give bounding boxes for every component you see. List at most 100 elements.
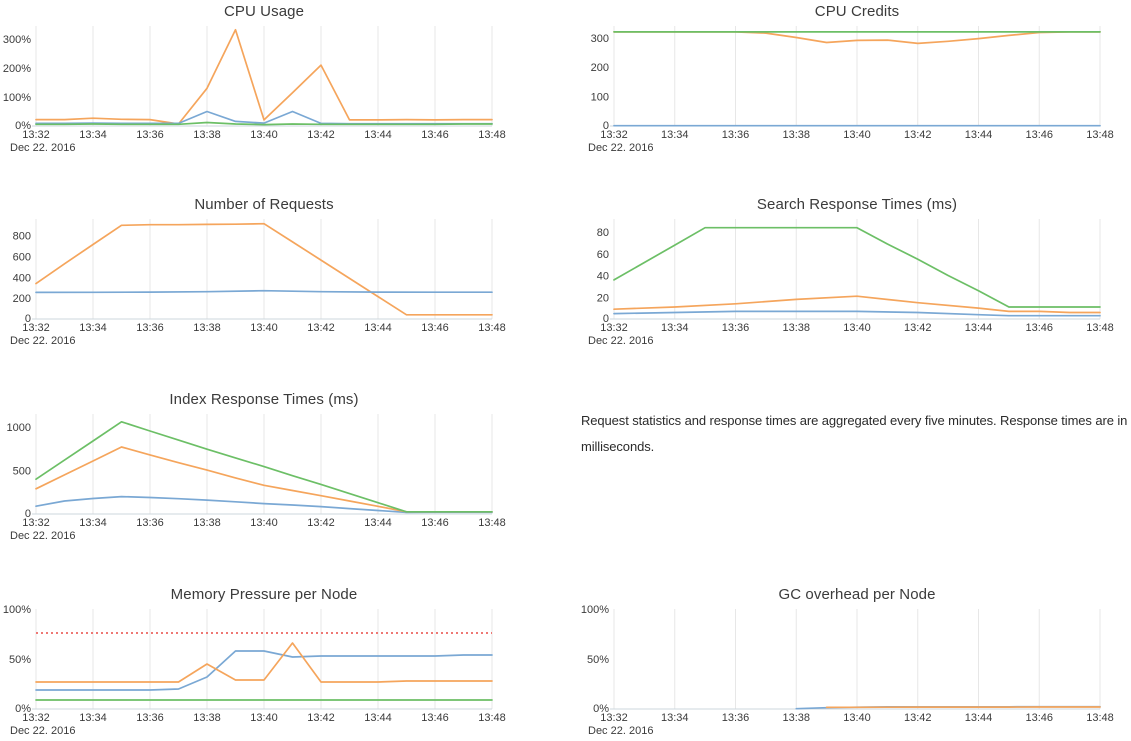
y-tick-label: 400 <box>13 272 31 284</box>
y-tick-label: 0% <box>593 703 609 715</box>
y-tick-label: 40 <box>597 271 609 283</box>
y-tick-label: 100% <box>3 604 31 616</box>
x-tick-label: 13:42 <box>307 322 335 334</box>
x-tick-label: 13:46 <box>421 517 449 529</box>
series-green-line <box>613 226 1101 308</box>
x-tick-label: 13:44 <box>965 129 993 141</box>
series-orange-line <box>35 28 493 125</box>
y-tick-label: 300% <box>3 34 31 46</box>
chart-gc-overhead-per-node: GC overhead per Node 0% 50% 100% 13:32 13:34… <box>580 583 1131 741</box>
x-tick-label: 13:48 <box>478 129 506 141</box>
x-tick-label: 13:42 <box>904 322 932 334</box>
y-tick-label: 300 <box>591 33 609 45</box>
x-tick-label: 13:34 <box>661 129 689 141</box>
date-label: Dec 22. 2016 <box>588 725 653 735</box>
y-tick-label: 50% <box>587 654 609 666</box>
chart-memory-pressure-per-node: Memory Pressure per Node 0% 50% 100% 13:32 1… <box>0 583 525 741</box>
x-tick-label: 13:40 <box>250 129 278 141</box>
date-label: Dec 22. 2016 <box>588 142 653 152</box>
x-tick-label: 13:38 <box>193 322 221 334</box>
series-blue-line <box>613 310 1101 317</box>
x-tick-label: 13:44 <box>965 322 993 334</box>
x-tick-label: 13:38 <box>193 129 221 141</box>
x-tick-label: 13:38 <box>193 712 221 724</box>
chart-title-gc-overhead: GC overhead per Node <box>778 586 936 603</box>
y-tick-label: 100% <box>3 92 31 104</box>
x-tick-label: 13:42 <box>904 129 932 141</box>
y-tick-label: 200% <box>3 63 31 75</box>
chart-search-response-times: Search Response Times (ms) 0 20 40 60 80 13:3… <box>580 193 1131 351</box>
date-label: Dec 22. 2016 <box>10 142 75 152</box>
series-orange-line <box>613 295 1101 314</box>
y-tick-label: 0 <box>25 313 31 325</box>
x-tick-label: 13:40 <box>843 712 871 724</box>
x-tick-label: 13:36 <box>722 129 750 141</box>
x-tick-label: 13:48 <box>478 712 506 724</box>
chart-canvas: 0% 50% 100% 13:32 13:34 13:36 13:38 13:40 13:42 1… <box>581 604 1114 735</box>
x-tick-label: 13:48 <box>478 517 506 529</box>
y-tick-label: 800 <box>13 231 31 243</box>
chart-title-search-response-times: Search Response Times (ms) <box>756 196 958 213</box>
chart-canvas: 0 100 200 300 13:32 13:34 13:36 13:38 13:40 13:42… <box>588 26 1114 152</box>
x-tick-label: 13:38 <box>782 712 810 724</box>
x-tick-label: 13:40 <box>843 129 871 141</box>
date-label: Dec 22. 2016 <box>10 335 75 345</box>
x-tick-label: 13:34 <box>79 322 107 334</box>
date-label: Dec 22. 2016 <box>10 530 75 540</box>
y-tick-label: 1000 <box>7 422 31 434</box>
x-tick-label: 13:48 <box>478 322 506 334</box>
x-tick-label: 13:44 <box>965 712 993 724</box>
y-tick-label: 50% <box>9 654 31 666</box>
x-tick-label: 13:46 <box>1025 322 1053 334</box>
chart-title-cpu-usage: CPU Usage <box>223 3 305 20</box>
x-tick-label: 13:46 <box>421 712 449 724</box>
chart-title-memory-pressure: Memory Pressure per Node <box>170 586 358 603</box>
x-tick-label: 13:36 <box>136 517 164 529</box>
x-tick-label: 13:44 <box>364 712 392 724</box>
y-tick-label: 0 <box>603 313 609 325</box>
x-tick-label: 13:40 <box>250 322 278 334</box>
chart-number-of-requests: Number of Requests 0 200 400 600 800 13:32 13:… <box>0 193 525 351</box>
x-tick-label: 13:40 <box>250 517 278 529</box>
y-tick-label: 0% <box>15 703 31 715</box>
x-tick-label: 13:34 <box>661 712 689 724</box>
chart-title-cpu-credits: CPU Credits <box>814 3 900 20</box>
x-tick-label: 13:46 <box>421 129 449 141</box>
y-tick-label: 600 <box>13 252 31 264</box>
x-tick-label: 13:48 <box>1086 129 1114 141</box>
x-tick-label: 13:36 <box>722 322 750 334</box>
x-tick-label: 13:42 <box>307 129 335 141</box>
x-tick-label: 13:32 <box>22 322 50 334</box>
chart-index-response-times: Index Response Times (ms) 0 500 1000 13:32 1… <box>0 388 525 546</box>
chart-canvas: 0% 50% 100% 13:32 13:34 13:36 13:38 13:40 13:42 1… <box>3 604 506 735</box>
chart-canvas: 0 500 1000 13:32 13:34 13:36 13:38 13:40 13:42 13… <box>7 414 506 540</box>
y-tick-label: 80 <box>597 227 609 239</box>
chart-cpu-usage: CPU Usage 0% 100% 200% 300% 13:32 13:34 13:36 1… <box>0 0 525 158</box>
chart-canvas: 0 200 400 600 800 13:32 13:34 13:36 13:38 13:40 13… <box>10 219 506 345</box>
date-label: Dec 22. 2016 <box>10 725 75 735</box>
x-tick-label: 13:34 <box>79 517 107 529</box>
series-green-line <box>35 121 493 126</box>
x-tick-label: 13:42 <box>904 712 932 724</box>
x-tick-label: 13:42 <box>307 712 335 724</box>
x-tick-label: 13:34 <box>79 712 107 724</box>
x-tick-label: 13:36 <box>722 712 750 724</box>
x-tick-label: 13:42 <box>307 517 335 529</box>
series-blue-line <box>35 289 493 294</box>
chart-canvas: 0 20 40 60 80 13:32 13:34 13:36 13:38 13:40 13:42 1… <box>588 219 1114 345</box>
x-tick-label: 13:40 <box>250 712 278 724</box>
y-tick-label: 100 <box>591 92 609 104</box>
chart-cpu-credits: CPU Credits 0 100 200 300 13:32 13:34 13:36 13:… <box>580 0 1131 158</box>
x-tick-label: 13:34 <box>79 129 107 141</box>
y-tick-label: 200 <box>13 293 31 305</box>
date-label: Dec 22. 2016 <box>588 335 653 345</box>
x-tick-label: 13:46 <box>1025 712 1053 724</box>
y-tick-label: 0% <box>15 120 31 132</box>
x-tick-label: 13:32 <box>600 129 628 141</box>
x-tick-label: 13:36 <box>136 712 164 724</box>
x-tick-label: 13:34 <box>661 322 689 334</box>
x-tick-label: 13:46 <box>421 322 449 334</box>
x-tick-label: 13:32 <box>22 712 50 724</box>
y-tick-label: 500 <box>13 466 31 478</box>
y-tick-label: 60 <box>597 249 609 261</box>
